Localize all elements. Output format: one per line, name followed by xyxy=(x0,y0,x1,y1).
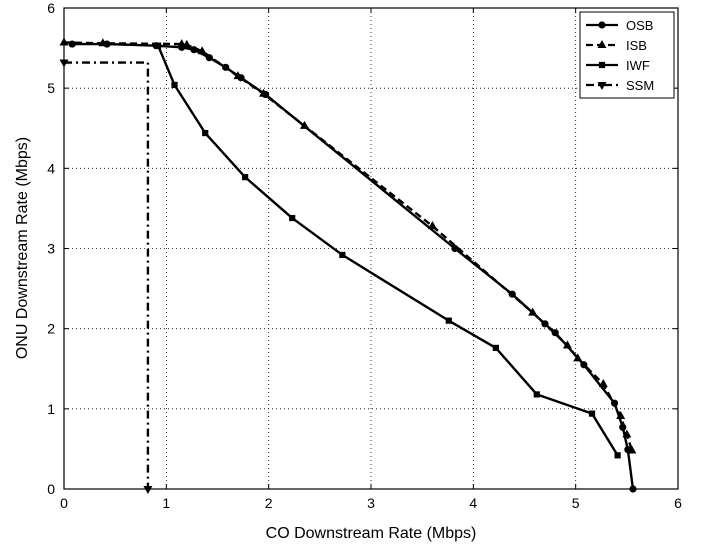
legend-item-iwf: IWF xyxy=(586,58,650,73)
data-point-isb xyxy=(622,429,632,438)
series-layer xyxy=(59,37,637,494)
data-point-isb xyxy=(299,120,309,129)
x-tick-label: 6 xyxy=(674,495,682,511)
series-osb xyxy=(68,40,637,493)
data-point-iwf xyxy=(289,214,296,222)
x-tick-label: 2 xyxy=(265,495,273,511)
legend-marker-iwf xyxy=(598,61,606,69)
data-point-iwf xyxy=(202,129,209,137)
grid xyxy=(64,8,678,489)
y-tick-label: 4 xyxy=(47,160,55,176)
data-point-iwf xyxy=(492,344,499,352)
legend-marker-ssm xyxy=(597,82,607,90)
legend: OSB ISB IWF SSM xyxy=(579,11,675,99)
series-ssm xyxy=(59,59,153,494)
data-point-isb xyxy=(616,411,626,420)
legend-box xyxy=(579,11,675,99)
legend-label-osb: OSB xyxy=(626,18,653,33)
data-point-iwf xyxy=(533,391,540,398)
series-iwf xyxy=(155,42,621,459)
data-point-iwf xyxy=(588,410,596,417)
series-isb xyxy=(59,37,637,454)
x-axis-label: CO Downstream Rate (Mbps) xyxy=(266,525,477,542)
x-tick-label: 5 xyxy=(572,495,580,511)
data-point-isb xyxy=(598,378,608,387)
legend-label-ssm: SSM xyxy=(626,78,654,93)
x-tick-label: 3 xyxy=(367,495,375,511)
data-point-iwf xyxy=(242,174,249,181)
legend-marker-isb xyxy=(597,40,607,48)
x-tick-label: 4 xyxy=(469,495,477,511)
data-point-osb xyxy=(451,244,459,253)
data-point-iwf xyxy=(171,81,178,89)
y-tick-label: 2 xyxy=(47,321,55,337)
data-point-isb xyxy=(233,71,243,80)
data-point-isb xyxy=(573,353,583,362)
x-tick-label: 0 xyxy=(60,495,68,511)
x-tick-label: 1 xyxy=(162,495,170,511)
y-tick-label: 5 xyxy=(47,80,55,96)
y-tick-label: 1 xyxy=(47,401,55,417)
data-point-isb xyxy=(427,221,437,230)
y-tick-label: 6 xyxy=(47,0,55,16)
y-tick-label: 0 xyxy=(47,481,55,497)
data-point-isb xyxy=(98,38,108,47)
legend-item-osb: OSB xyxy=(586,18,653,33)
data-point-iwf xyxy=(155,42,162,49)
series-line-osb xyxy=(72,42,635,490)
legend-label-isb: ISB xyxy=(626,38,647,53)
data-point-ssm xyxy=(143,486,153,494)
plot-frame xyxy=(63,7,679,490)
data-point-isb xyxy=(197,46,207,55)
legend-item-isb: ISB xyxy=(586,38,647,53)
data-point-iwf xyxy=(614,452,621,459)
data-point-iwf xyxy=(339,251,346,259)
tick-labels: 0 1 2 3 4 5 6 0 1 2 3 4 5 6 xyxy=(47,0,682,511)
series-line-iwf xyxy=(157,45,619,456)
y-tick-label: 3 xyxy=(47,241,55,257)
series-line-ssm xyxy=(64,61,150,489)
data-point-isb xyxy=(182,39,192,48)
data-point-isb xyxy=(562,340,572,349)
data-point-isb xyxy=(528,307,538,316)
data-point-iwf xyxy=(445,317,452,324)
data-point-isb xyxy=(627,445,637,454)
series-line-isb xyxy=(63,41,634,451)
legend-marker-osb xyxy=(598,21,606,29)
data-point-isb xyxy=(259,88,269,97)
y-axis-label: ONU Downstream Rate (Mbps) xyxy=(14,137,31,359)
legend-item-ssm: SSM xyxy=(586,78,654,93)
legend-label-iwf: IWF xyxy=(626,58,650,73)
